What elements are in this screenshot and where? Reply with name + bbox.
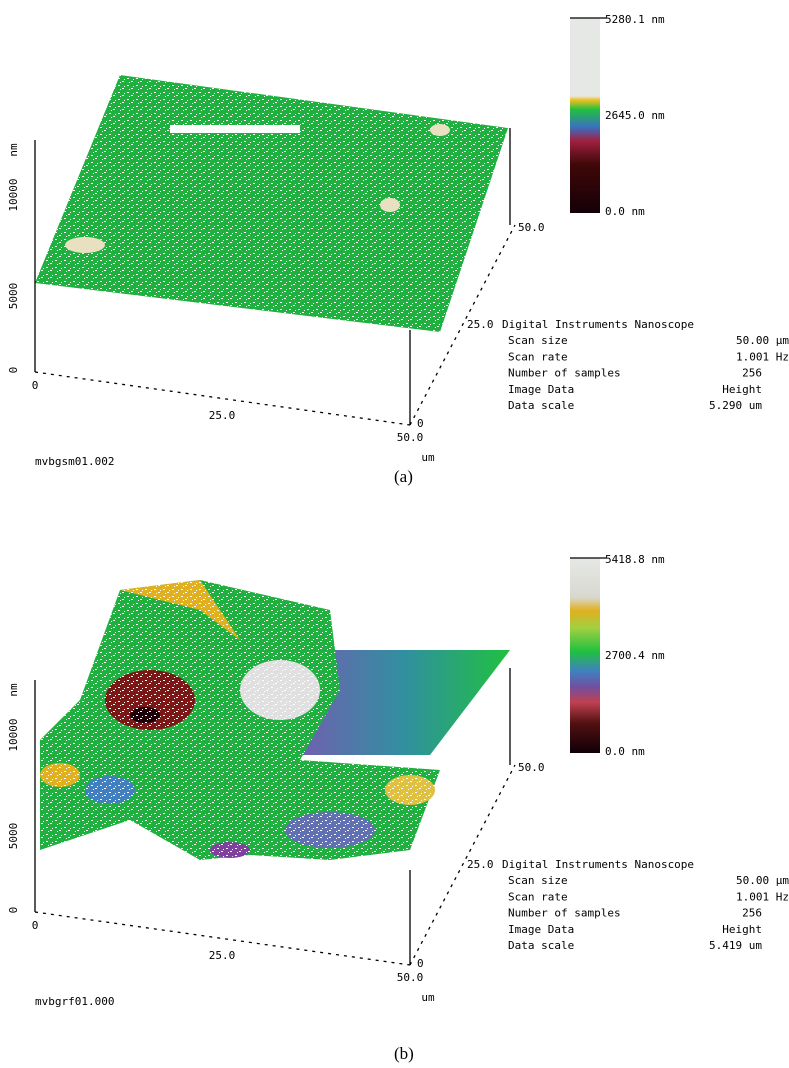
- x-tick-label: 50.0: [397, 971, 424, 984]
- info-title: Digital Instruments Nanoscope: [502, 318, 694, 331]
- z-axis-label: nm: [7, 683, 20, 697]
- x-tick-label: 0: [32, 379, 39, 392]
- info-label: Data scale: [508, 939, 574, 952]
- x-axis-unit: um: [421, 991, 435, 1004]
- colorbar: [570, 18, 600, 213]
- y-tick-label: 25.0: [467, 318, 494, 331]
- colorbar-label: 0.0 nm: [605, 745, 645, 758]
- surface-a: [35, 75, 508, 332]
- caption: (b): [394, 1044, 414, 1063]
- info-value: 256: [742, 367, 762, 380]
- info-title: Digital Instruments Nanoscope: [502, 858, 694, 871]
- x-tick-label: 25.0: [209, 409, 236, 422]
- y-tick-label: 50.0: [518, 761, 545, 774]
- info-value: Height: [722, 923, 762, 936]
- y-tick-label: 25.0: [467, 858, 494, 871]
- colorbar-label: 5280.1 nm: [605, 13, 665, 26]
- info-label: Number of samples: [508, 367, 621, 380]
- z-tick-label: 10000: [7, 718, 20, 751]
- z-tick-label: 5000: [7, 283, 20, 310]
- x-tick-label: 0: [32, 919, 39, 932]
- info-value: Height: [722, 383, 762, 396]
- x-tick-label: 25.0: [209, 949, 236, 962]
- z-tick-label: 5000: [7, 823, 20, 850]
- info-label: Scan size: [508, 334, 568, 347]
- info-label: Scan size: [508, 874, 568, 887]
- z-tick-label: 10000: [7, 178, 20, 211]
- z-tick-label: 0: [7, 907, 20, 914]
- info-label: Data scale: [508, 399, 574, 412]
- caption: (a): [394, 467, 413, 486]
- info-value: 1.001 Hz: [736, 350, 789, 363]
- z-tick-label: 0: [7, 367, 20, 374]
- colorbar: [570, 558, 600, 753]
- colorbar-label: 2700.4 nm: [605, 649, 665, 662]
- y-tick-label: 0: [417, 957, 424, 970]
- surface-b: [40, 580, 510, 860]
- colorbar-label: 2645.0 nm: [605, 109, 665, 122]
- x-tick-label: 50.0: [397, 431, 424, 444]
- info-label: Image Data: [508, 923, 574, 936]
- info-value: 5.290 um: [709, 399, 762, 412]
- colorbar-label: 5418.8 nm: [605, 553, 665, 566]
- filename: mvbgrf01.000: [35, 995, 114, 1008]
- y-tick-label: 0: [417, 417, 424, 430]
- info-label: Number of samples: [508, 907, 621, 920]
- info-value: 50.00 µm: [736, 874, 789, 887]
- x-axis-unit: um: [421, 451, 435, 464]
- info-value: 1.001 Hz: [736, 890, 789, 903]
- filename: mvbgsm01.002: [35, 455, 114, 468]
- info-label: Scan rate: [508, 350, 568, 363]
- info-label: Scan rate: [508, 890, 568, 903]
- info-label: Image Data: [508, 383, 574, 396]
- info-value: 256: [742, 907, 762, 920]
- z-axis-label: nm: [7, 143, 20, 157]
- page: 5280.1 nm 2645.0 nm 0.0 nm nm 10000 5000 0 0 25.…: [0, 0, 789, 1068]
- colorbar-label: 0.0 nm: [605, 205, 645, 218]
- info-value: 5.419 um: [709, 939, 762, 952]
- info-value: 50.00 µm: [736, 334, 789, 347]
- y-tick-label: 50.0: [518, 221, 545, 234]
- figure: 5280.1 nm 2645.0 nm 0.0 nm nm 10000 5000 0 0 25.…: [0, 0, 789, 1068]
